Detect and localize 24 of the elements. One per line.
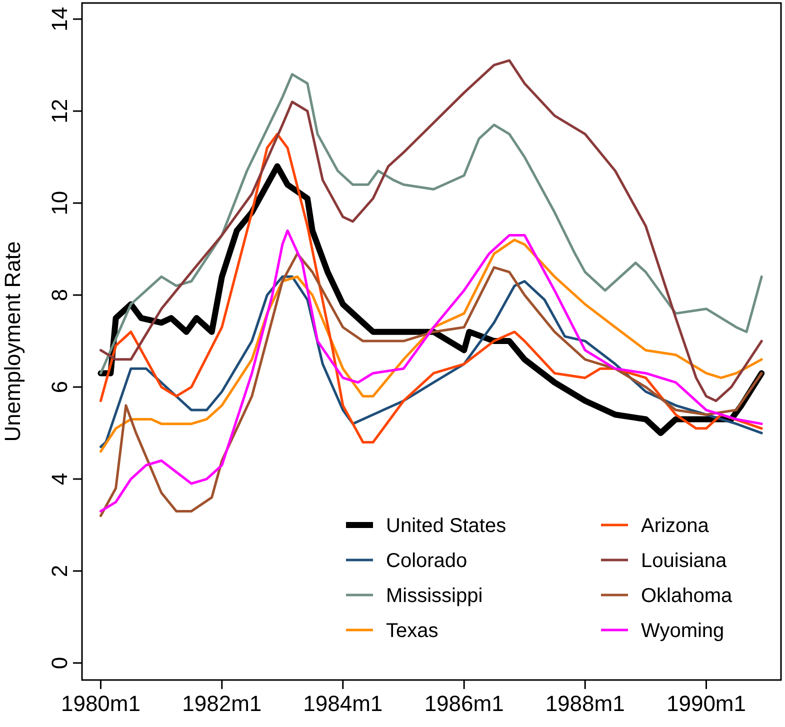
legend-label: Wyoming (641, 620, 724, 642)
legend-label: Mississippi (386, 585, 483, 607)
line-series (99, 238, 763, 453)
legend-label: United States (386, 515, 506, 537)
y-tick-label: 4 (47, 472, 72, 486)
x-tick-label: 1988m1 (545, 691, 625, 716)
y-axis-title: Unemployment Rate (0, 241, 25, 442)
y-tick-label: 10 (47, 190, 72, 216)
y-tick-label: 12 (47, 98, 72, 124)
legend-label: Texas (386, 620, 438, 642)
y-tick-label: 0 (47, 656, 72, 670)
legend-label: Oklahoma (641, 585, 734, 607)
x-tick-label: 1980m1 (60, 691, 140, 716)
y-tick-label: 6 (47, 380, 72, 394)
legend-label: Arizona (641, 515, 710, 537)
x-tick-label: 1986m1 (424, 691, 504, 716)
y-tick-label: 14 (47, 6, 72, 32)
x-tick-label: 1984m1 (303, 691, 383, 716)
x-tick-label: 1982m1 (182, 691, 262, 716)
x-tick-label: 1990m1 (666, 691, 746, 716)
y-tick-label: 2 (47, 564, 72, 578)
y-tick-label: 8 (47, 288, 72, 302)
legend-label: Louisiana (641, 550, 728, 572)
legend-label: Colorado (386, 550, 468, 572)
